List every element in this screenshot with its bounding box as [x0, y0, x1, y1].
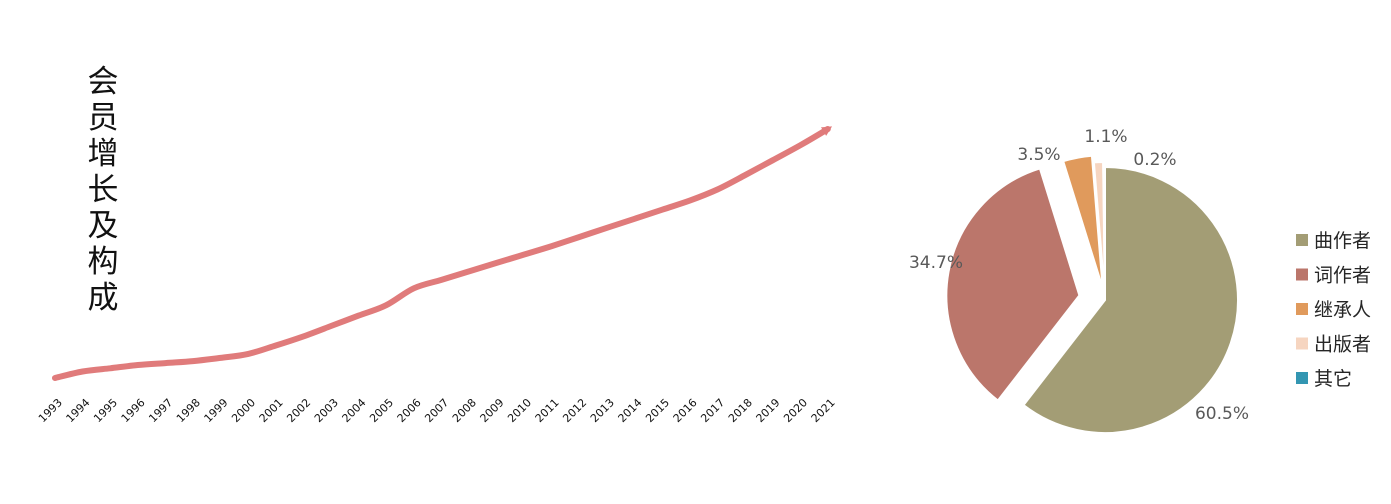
x-tick-label-1995: 1995	[91, 396, 120, 425]
legend-label-other: 其它	[1314, 368, 1352, 390]
x-tick-label-1999: 1999	[202, 396, 231, 425]
pie-slice-other	[1102, 162, 1106, 298]
pie-slices	[945, 154, 1240, 434]
line-chart: 会员增长及构成 19931994199519961997199819992000…	[36, 64, 838, 425]
legend-swatch-publisher	[1296, 337, 1308, 350]
legend-label-lyricist: 曲作者	[1314, 230, 1371, 252]
x-tick-label-2012: 2012	[560, 396, 589, 425]
x-tick-label-1993: 1993	[36, 396, 65, 425]
pie-slice-composer	[945, 167, 1081, 402]
pie-value-label-heir: 3.5%	[1017, 145, 1060, 165]
legend-swatch-composer	[1296, 268, 1308, 281]
legend-label-composer: 词作者	[1314, 265, 1371, 287]
pie-value-label-lyricist: 60.5%	[1195, 404, 1249, 424]
x-tick-label-1997: 1997	[146, 396, 175, 425]
chart-title: 会员增长及构成	[88, 64, 119, 316]
legend-swatch-heir	[1296, 303, 1308, 315]
x-tick-label-2000: 2000	[229, 396, 258, 425]
x-tick-label-2011: 2011	[533, 396, 562, 425]
x-tick-label-2015: 2015	[643, 396, 672, 425]
x-tick-label-2005: 2005	[367, 396, 396, 425]
x-tick-label-2020: 2020	[781, 396, 810, 425]
pie-value-label-composer: 34.7%	[909, 253, 963, 273]
legend-swatch-lyricist	[1296, 234, 1308, 246]
x-tick-label-2019: 2019	[754, 396, 783, 425]
x-tick-label-2013: 2013	[588, 396, 617, 425]
x-tick-label-2010: 2010	[505, 396, 534, 425]
x-tick-label-2002: 2002	[284, 396, 313, 425]
series-line	[52, 126, 833, 381]
x-tick-label-1994: 1994	[64, 396, 93, 425]
x-tick-label-2009: 2009	[478, 396, 507, 425]
x-axis-tick-labels: 1993199419951996199719981999200020012002…	[36, 396, 838, 425]
pie-value-label-publisher: 1.1%	[1084, 127, 1127, 147]
pie-value-labels: 60.5% 34.7% 3.5% 1.1% 0.2%	[909, 127, 1249, 424]
x-tick-label-2014: 2014	[616, 396, 645, 425]
x-tick-label-2018: 2018	[726, 396, 755, 425]
legend-swatch-other	[1296, 372, 1308, 384]
pie-value-label-other: 0.2%	[1133, 150, 1176, 170]
x-tick-label-2007: 2007	[422, 396, 451, 425]
x-tick-label-2001: 2001	[257, 396, 286, 425]
x-tick-label-2006: 2006	[395, 396, 424, 425]
x-tick-label-1996: 1996	[119, 396, 148, 425]
pie-slice-publisher	[1092, 160, 1106, 296]
x-tick-label-2017: 2017	[698, 396, 727, 425]
x-tick-label-2016: 2016	[671, 396, 700, 425]
pie-slice-lyricist	[1022, 165, 1240, 434]
x-tick-label-2003: 2003	[312, 396, 341, 425]
x-tick-label-2008: 2008	[450, 396, 479, 425]
legend-label-heir: 继承人	[1314, 299, 1371, 321]
x-tick-label-1998: 1998	[174, 396, 203, 425]
x-tick-label-2021: 2021	[809, 396, 838, 425]
pie-slice-heir	[1061, 154, 1104, 289]
x-tick-label-2004: 2004	[340, 396, 369, 425]
legend-label-publisher: 出版者	[1314, 334, 1371, 356]
